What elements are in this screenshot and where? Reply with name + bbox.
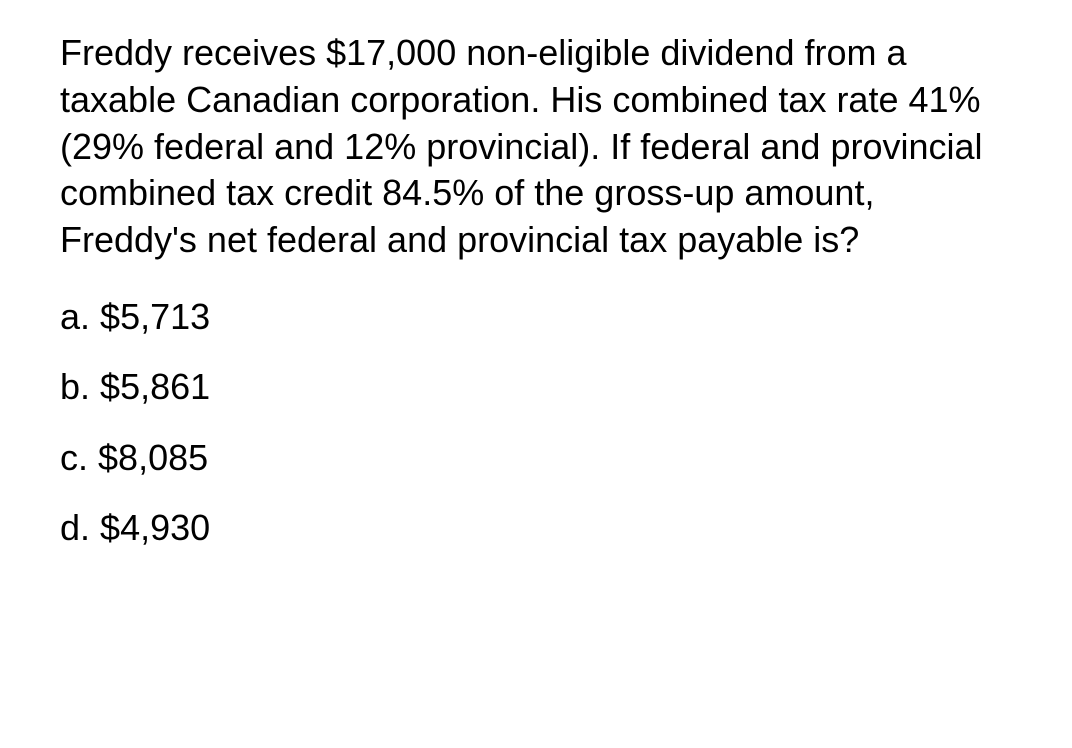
- option-label: b.: [60, 366, 90, 407]
- option-d: d. $4,930: [60, 503, 1012, 553]
- option-b: b. $5,861: [60, 362, 1012, 412]
- option-value: $8,085: [98, 437, 208, 478]
- option-label: d.: [60, 507, 90, 548]
- option-value: $5,861: [100, 366, 210, 407]
- question-text: Freddy receives $17,000 non-eligible div…: [60, 30, 1012, 264]
- option-c: c. $8,085: [60, 433, 1012, 483]
- option-value: $5,713: [100, 296, 210, 337]
- option-label: c.: [60, 437, 88, 478]
- options-list: a. $5,713 b. $5,861 c. $8,085 d. $4,930: [60, 292, 1012, 554]
- option-label: a.: [60, 296, 90, 337]
- option-value: $4,930: [100, 507, 210, 548]
- option-a: a. $5,713: [60, 292, 1012, 342]
